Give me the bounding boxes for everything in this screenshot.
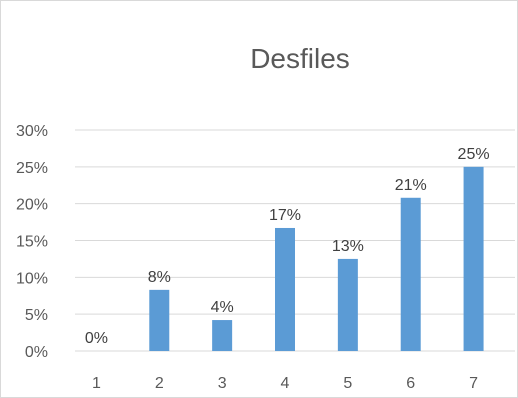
x-tick-label: 5 [343,375,352,392]
x-tick-label: 1 [92,375,101,392]
x-tick-label: 2 [155,375,164,392]
data-label: 8% [148,269,171,286]
y-tick-label: 0% [25,344,48,361]
bar [149,289,170,351]
bar [400,197,421,351]
bar [275,227,295,351]
y-axis: 0% 5% 10% 15% 20% 25% 30% [16,123,48,361]
bar [463,166,484,351]
bars [149,166,484,351]
data-label: 13% [332,238,364,255]
data-label: 25% [458,146,490,163]
bar [337,258,358,351]
x-tick-label: 4 [281,375,290,392]
x-tick-label: 7 [469,375,478,392]
data-label: 4% [211,299,234,316]
y-tick-label: 15% [16,234,48,251]
y-tick-label: 30% [16,123,48,140]
data-labels: 0% 8% 4% 17% 13% 21% 25% [85,146,490,347]
chart-title: Desfiles [250,43,350,74]
y-tick-label: 10% [16,270,48,287]
y-tick-label: 25% [16,160,48,177]
x-axis: 1 2 3 4 5 6 7 [92,375,478,392]
x-tick-label: 6 [406,375,415,392]
x-tick-label: 3 [218,375,227,392]
bar [212,320,233,351]
data-label: 21% [395,177,427,194]
data-label: 0% [85,330,108,347]
gridlines [75,129,515,352]
y-tick-label: 20% [16,197,48,214]
data-label: 17% [269,207,301,224]
y-tick-label: 5% [25,307,48,324]
